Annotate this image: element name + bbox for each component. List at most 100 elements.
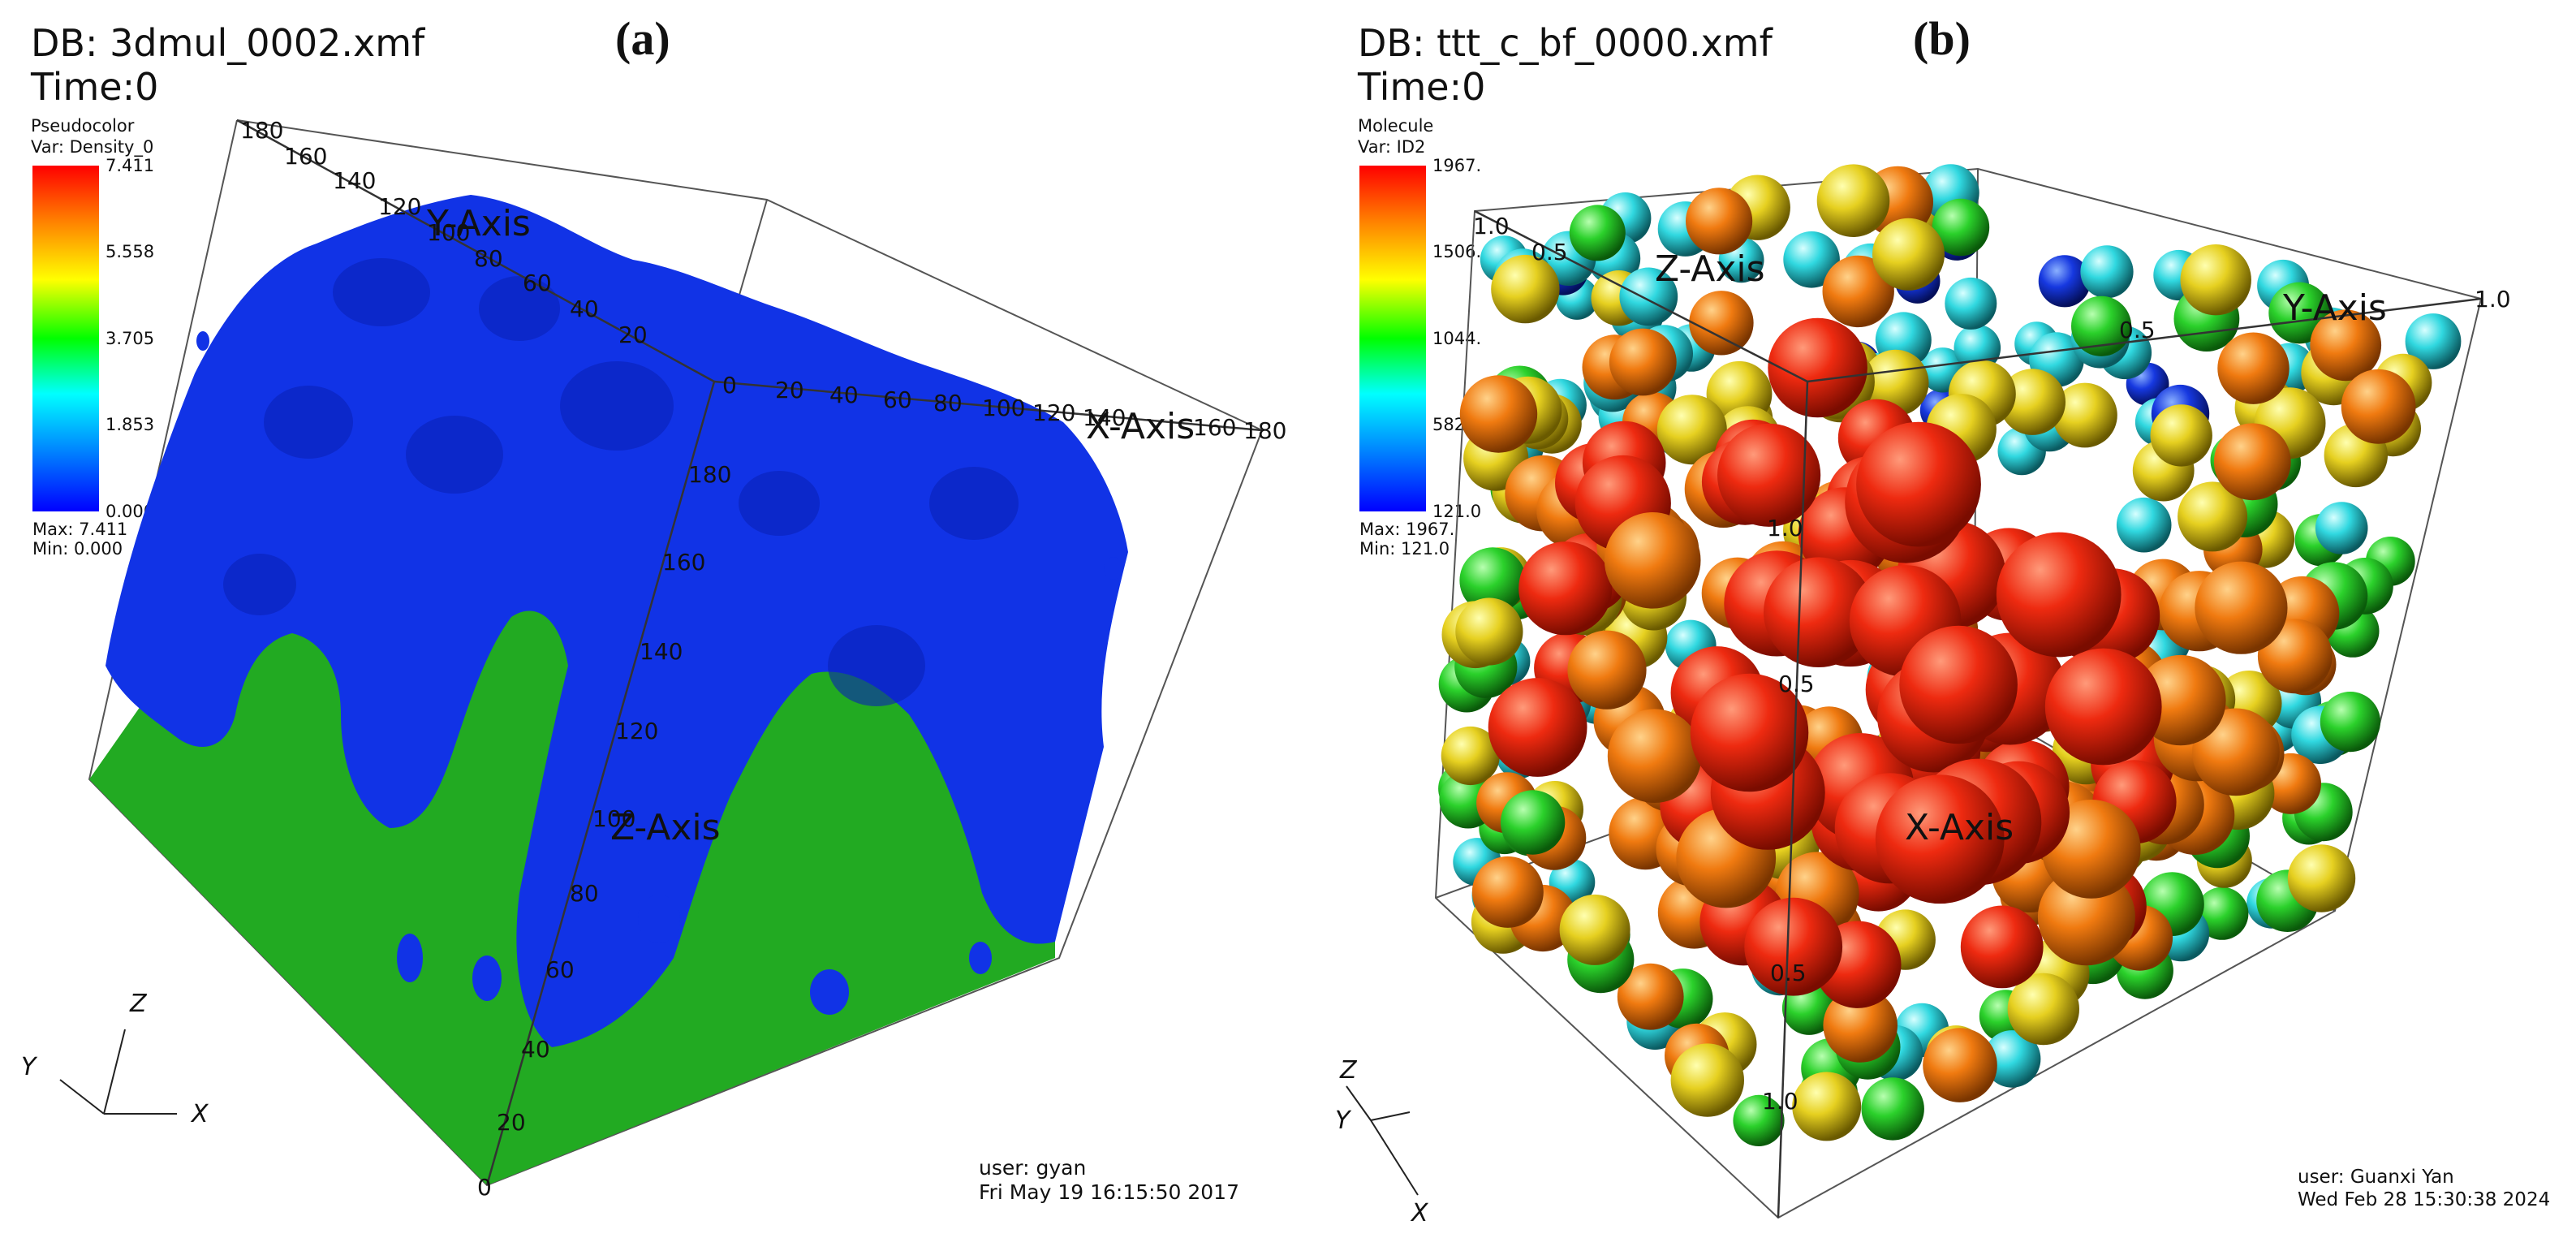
molecule-sphere (2287, 844, 2356, 912)
triad-x-label: X (190, 1100, 209, 1128)
molecule-sphere (1733, 1094, 1785, 1146)
surface-bubbles (223, 258, 1019, 706)
z-tick: 120 (615, 718, 658, 744)
axis-ticks-b: 1.0 0.5 1.0 0.5 0.5 1.0 0.5 1.0 (1473, 213, 2511, 1115)
molecule-sphere (1491, 254, 1560, 324)
z-axis-ticks-a: 0 20 40 60 80 100 120 140 160 180 (477, 461, 731, 1201)
molecule-sphere (1500, 790, 1566, 855)
molecule-sphere (1689, 291, 1754, 356)
molecule-sphere (1670, 1043, 1744, 1117)
z-tick: 100 (592, 805, 635, 832)
molecule-sphere (2341, 369, 2416, 444)
x-tick: 140 (1083, 404, 1126, 431)
panel-letter-b: (b) (1913, 12, 1971, 65)
y-axis-ticks-a: 180 160 140 120 100 80 60 40 20 (240, 117, 648, 348)
z-tick: 180 (688, 461, 731, 488)
z-tick: 140 (640, 638, 683, 665)
molecule-sphere (1983, 1030, 2041, 1088)
x-tick: 100 (982, 395, 1025, 421)
db-header-a: DB: 3dmul_0002.xmf Time:0 (31, 21, 424, 109)
molecule-sphere (2195, 561, 2288, 654)
molecule-sphere (1609, 328, 1677, 396)
molecule-sphere (1999, 369, 2066, 435)
y-tick: 160 (284, 143, 327, 170)
x-axis-title-b: X-Axis (1905, 807, 2014, 848)
x-tick: 120 (1032, 399, 1075, 426)
y-tick: 120 (378, 193, 421, 220)
y-tick: 1.0 (1473, 213, 1510, 239)
z-tick: 60 (545, 956, 575, 983)
molecule-sphere (1792, 1072, 1862, 1141)
molecule-sphere (1619, 267, 1678, 326)
time-label-b: Time:0 (1358, 65, 1486, 109)
molecule-sphere (1488, 678, 1587, 777)
legend-tick-a: 3.705 (106, 329, 155, 348)
molecule-sphere (1923, 1028, 1997, 1102)
molecule-sphere (1899, 625, 2018, 744)
user-label-a: user: gyan (979, 1156, 1087, 1180)
date-label-b: Wed Feb 28 15:30:38 2024 (2298, 1189, 2551, 1210)
x-tick: 0 (722, 372, 737, 399)
z-axis-title-a: Z-Axis (610, 807, 721, 848)
molecule-sphere (1604, 512, 1701, 609)
molecule-sphere (1607, 709, 1702, 803)
molecule-sphere (1875, 774, 2005, 904)
molecule-sphere (1932, 198, 1990, 257)
molecule-sphere (1690, 673, 1809, 792)
molecule-sphere (1459, 547, 1526, 614)
molecule-sphere (2116, 497, 2172, 553)
legend-max-a: Max: 7.411 (32, 520, 128, 539)
molecule-sphere (1823, 988, 1898, 1063)
y-tick: 20 (618, 321, 648, 348)
legend-tick-a: 5.558 (106, 242, 155, 261)
triad-z-label: Z (1339, 1056, 1358, 1085)
y-tick: 0.5 (1531, 239, 1568, 265)
z-tick: 0 (477, 1174, 492, 1201)
molecule-sphere (1768, 317, 1867, 418)
molecule-sphere (2080, 245, 2134, 299)
molecule-sphere (1686, 188, 1753, 255)
render-view-a: 0 20 40 60 80 100 120 140 160 180 Z-Axis… (21, 117, 1286, 1201)
molecule-sphere (1559, 894, 1630, 965)
molecule-sphere (1996, 532, 2122, 658)
legend-plot-type-b: Molecule (1358, 116, 1434, 136)
triad-y-label: Y (1335, 1106, 1352, 1135)
user-info-a: user: gyan Fri May 19 16:15:50 2017 (979, 1156, 1239, 1205)
molecule-sphere (1816, 164, 1890, 237)
molecule-sphere (1744, 897, 1843, 996)
orientation-triad-b: Z Y X (1335, 1056, 1429, 1227)
density-surface (106, 195, 1128, 1047)
molecule-sphere (2195, 886, 2249, 940)
molecule-sphere (1518, 541, 1613, 636)
molecule-sphere (1861, 1077, 1924, 1141)
legend-a: Pseudocolor Var: Density_0 7.411 5.558 3… (31, 115, 154, 559)
db-header-b: DB: ttt_c_bf_0000.xmf Time:0 (1358, 21, 1773, 109)
panel-a: DB: 3dmul_0002.xmf Time:0 (a) Pseudocolo… (21, 12, 1286, 1205)
y-tick: 40 (570, 295, 599, 322)
x-tick: 80 (933, 390, 963, 416)
db-filename-b: DB: ttt_c_bf_0000.xmf (1358, 21, 1773, 65)
molecule-spheres (1438, 164, 2462, 1146)
molecule-sphere (2071, 295, 2132, 356)
y-tick: 180 (240, 117, 283, 144)
legend-min-a: Min: 0.000 (32, 539, 123, 559)
legend-tick-a: 1.853 (106, 415, 155, 434)
molecule-sphere (1764, 557, 1874, 667)
molecule-sphere (2178, 481, 2248, 552)
legend-b: Molecule Var: ID2 1967. 1506. 1044. 582.… (1358, 115, 1481, 559)
legend-colorbar-b (1359, 166, 1426, 511)
molecule-sphere (2213, 423, 2291, 501)
panel-letter-a: (a) (615, 12, 670, 65)
y-axis-title-b: Y-Axis (2282, 287, 2387, 329)
date-label-a: Fri May 19 16:15:50 2017 (979, 1180, 1239, 1204)
y-tick: 60 (523, 270, 552, 296)
x-axis-ticks-a: 0 20 40 60 80 100 120 140 160 180 (722, 372, 1286, 444)
molecule-sphere (2180, 244, 2251, 316)
x-tick: 0.5 (2119, 317, 2156, 343)
legend-colorbar-a (32, 166, 99, 511)
time-label-a: Time:0 (31, 65, 159, 109)
y-tick: 100 (427, 219, 470, 246)
molecule-sphere (1872, 218, 1945, 291)
legend-tick-b: 1967. (1432, 156, 1482, 175)
z-tick: 80 (570, 880, 599, 907)
